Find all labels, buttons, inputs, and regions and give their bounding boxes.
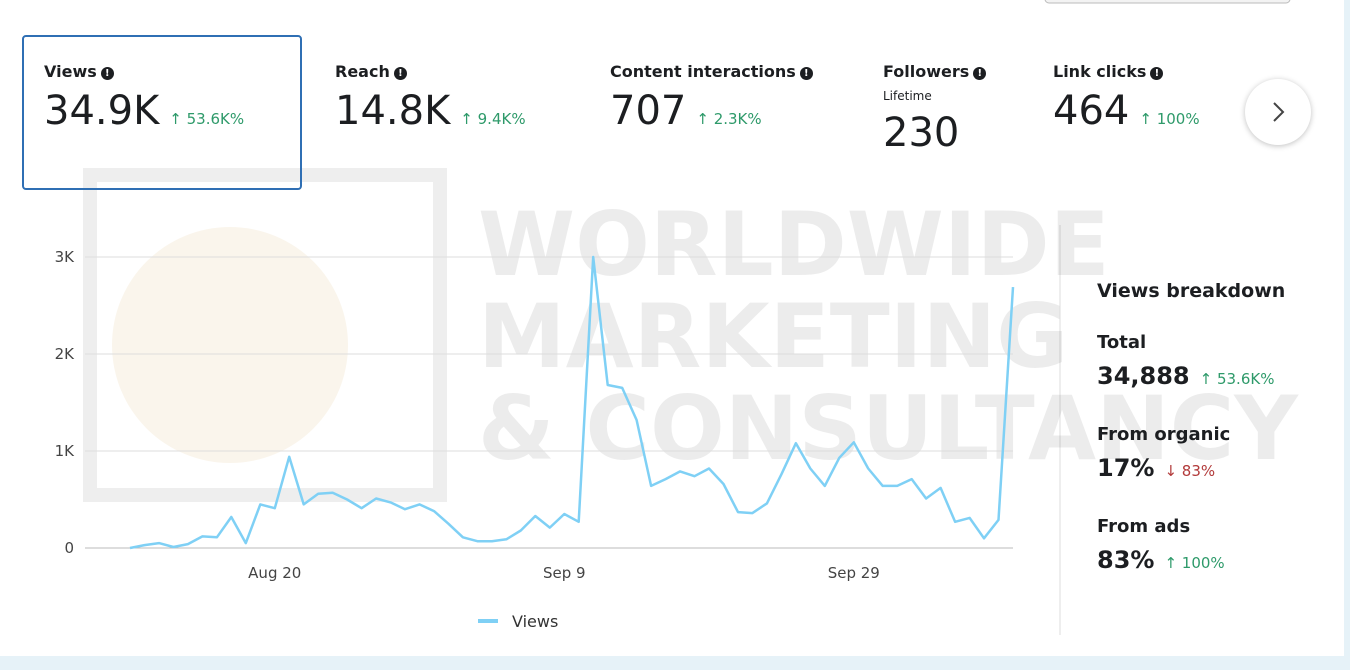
metric-row: 230 [883,110,959,156]
breakdown-row: 17% ↓ 83% [1097,454,1215,482]
breakdown-value: 83% [1097,546,1155,574]
metric-value: 14.8K [335,88,451,134]
x-tick-label: Sep 29 [828,564,880,582]
info-icon: ! [973,67,987,80]
breakdown-row: 34,888 ↑ 53.6K% [1097,362,1274,390]
metric-sublabel: Lifetime [883,89,932,103]
breakdown-value: 34,888 [1097,362,1190,390]
metric-label: Views! [44,62,114,81]
metric-label-text: Followers [883,62,970,81]
breakdown-label: Total [1097,332,1147,353]
selected-frame [22,35,302,190]
metric-value: 707 [610,88,687,134]
metric-label-text: Link clicks [1053,62,1147,81]
y-tick-label: 1K [55,442,76,460]
metric-label: Content interactions! [610,62,813,81]
chevron-icon [1273,102,1285,122]
metric-label-text: Content interactions [610,62,796,81]
metric-label: Link clicks! [1053,62,1164,81]
metric-change: ↑ 53.6K% [169,110,245,128]
date-button[interactable] [1044,0,1291,4]
metric-label-text: Views [44,62,97,81]
y-tick-label: 0 [64,539,74,557]
watermark-text: & CONSULTANCY [478,377,1299,480]
y-tick-label: 3K [55,248,76,266]
metric-change: ↑ 2.3K% [696,110,762,128]
metric-row: 707 ↑ 2.3K% [610,88,762,134]
breakdown-change: ↓ 83% [1164,462,1216,480]
y-tick-label: 2K [55,345,76,363]
metric-value: 464 [1053,88,1130,134]
watermark-text: MARKETING [478,285,1068,388]
watermark-text: WORLDWIDE [478,193,1110,296]
watermark-globe [112,227,348,463]
metric-label: Reach! [335,62,407,81]
breakdown-change: ↑ 53.6K% [1199,370,1275,388]
metric-change: ↑ 9.4K% [460,110,526,128]
metric-row: 34.9K ↑ 53.6K% [44,88,244,134]
watermark-frame [83,168,447,502]
breakdown-value: 17% [1097,454,1155,482]
legend-label: Views [512,612,558,631]
breakdown-label: From ads [1097,516,1191,537]
info-icon: ! [100,67,114,80]
metric-value: 34.9K [44,88,160,134]
breakdown-change: ↑ 100% [1164,554,1225,572]
breakdown-title: Views breakdown [1097,280,1286,302]
info-icon: ! [799,67,813,80]
metric-row: 464 ↑ 100% [1053,88,1200,134]
next-button[interactable] [1245,79,1311,145]
metric-change: ↑ 100% [1139,110,1200,128]
info-icon: ! [1150,67,1164,80]
metric-row: 14.8K ↑ 9.4K% [335,88,526,134]
x-tick-label: Sep 9 [543,564,586,582]
breakdown-row: 83% ↑ 100% [1097,546,1225,574]
metric-label-text: Reach [335,62,390,81]
metric-value: 230 [883,110,960,156]
x-tick-label: Aug 20 [248,564,301,582]
metric-label: Followers! [883,62,987,81]
breakdown-label: From organic [1097,424,1231,445]
line-series [129,255,1015,550]
info-icon: ! [393,67,407,80]
